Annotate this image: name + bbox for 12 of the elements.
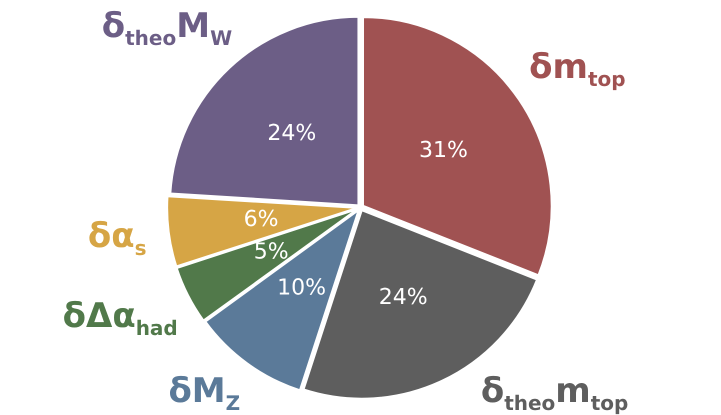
data-label: 31% xyxy=(418,138,468,163)
data-label: 6% xyxy=(244,206,278,232)
slice-label: δΔα$_{had}$ xyxy=(62,296,178,340)
slice-label: δ$_{theo}$m$_{top}$ xyxy=(480,371,628,415)
slice-label: δm$_{top}$ xyxy=(529,47,626,92)
slice-label: δα$_{s}$ xyxy=(88,216,146,260)
data-label: 10% xyxy=(277,275,326,300)
data-label: 5% xyxy=(254,240,289,265)
slice-label: δM$_{Z}$ xyxy=(168,371,240,415)
data-label: 24% xyxy=(378,284,428,310)
data-label: 24% xyxy=(267,121,316,146)
slice-label: δ$_{theo}$M$_{W}$ xyxy=(102,6,232,50)
